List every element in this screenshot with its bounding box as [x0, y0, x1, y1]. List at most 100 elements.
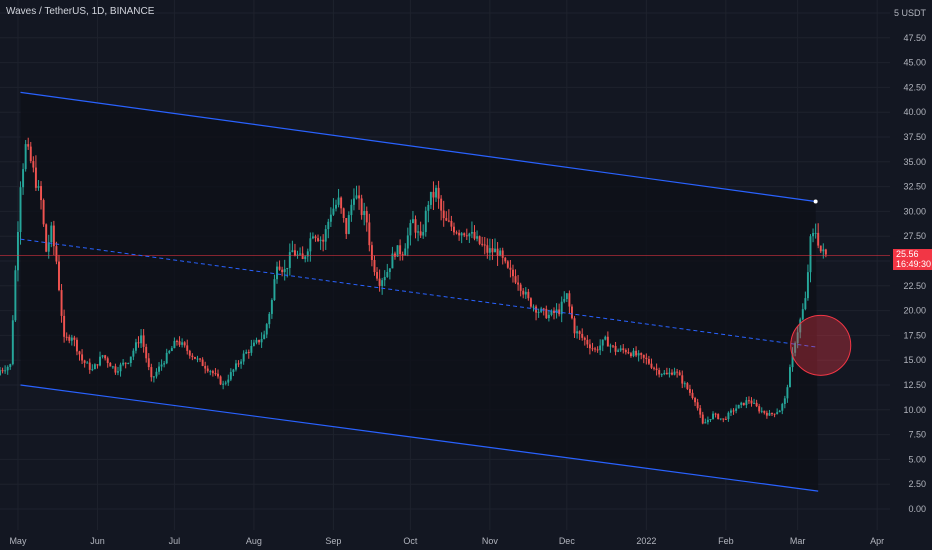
candle [511, 264, 514, 283]
candle [99, 351, 102, 367]
candle [109, 362, 112, 367]
candle [117, 366, 119, 376]
x-tick-label: May [9, 536, 27, 546]
candle [614, 341, 617, 356]
candle [345, 217, 348, 240]
candle [719, 418, 722, 421]
candle [453, 222, 455, 236]
candle [555, 303, 558, 319]
candle-body [424, 210, 427, 233]
candle [735, 404, 738, 414]
candle [563, 291, 566, 304]
candle-body [696, 402, 699, 409]
candle [414, 215, 417, 239]
candle [704, 418, 707, 424]
candle [181, 338, 184, 348]
candle [352, 188, 355, 211]
candle [91, 364, 94, 372]
candle-body [750, 400, 753, 404]
candle-body [719, 418, 722, 420]
candle-body [640, 353, 643, 355]
candle-body [273, 279, 276, 301]
candle [55, 241, 58, 265]
candle-body [345, 217, 348, 234]
candle [724, 416, 727, 420]
candle-body [494, 248, 496, 253]
candle-body [86, 362, 89, 364]
candle-body [109, 362, 112, 367]
price-axis[interactable]: 5 USDT 47.50 45.00 42.50 40.00 37.50 35.00 32.5… [894, 8, 927, 514]
candle-body [19, 187, 22, 233]
candle-body [642, 354, 645, 358]
candle-body [663, 372, 666, 375]
candle-body [332, 208, 335, 215]
candle [381, 277, 384, 295]
candle-body [227, 379, 230, 383]
candle-body [617, 350, 620, 352]
candle [386, 263, 389, 278]
y-tick-label: 7.50 [908, 430, 926, 440]
candle [383, 270, 386, 287]
candle [373, 255, 376, 276]
candle [52, 220, 55, 256]
y-tick-label: 42.50 [903, 82, 926, 92]
candle [40, 181, 43, 210]
candle [265, 322, 268, 339]
candle [722, 418, 725, 423]
time-axis[interactable]: May Jun Jul Aug Sep Oct Nov Dec 2022 Feb Mar Apr [9, 536, 884, 546]
candle [647, 355, 650, 365]
candle-body [824, 249, 827, 255]
candle-body [252, 342, 255, 346]
candle-body [58, 261, 60, 291]
candle [776, 408, 779, 415]
candle-body [352, 198, 355, 205]
candle-body [396, 245, 399, 257]
candle-body [668, 372, 671, 375]
candle [142, 329, 145, 353]
candle [78, 350, 81, 361]
x-tick-label: Nov [482, 536, 499, 546]
candle [204, 361, 207, 374]
candle [676, 368, 679, 378]
candle-body [165, 352, 168, 364]
candle [175, 339, 178, 346]
candle-body [637, 353, 640, 356]
candle-body [740, 402, 743, 405]
candle [681, 370, 684, 389]
candle [688, 384, 691, 396]
candle-body [170, 348, 173, 352]
candle-body [6, 366, 9, 371]
candle [509, 259, 512, 278]
candle [245, 349, 248, 355]
candle [119, 362, 122, 377]
candle [547, 309, 550, 322]
candle-body [75, 339, 78, 352]
candle [147, 353, 150, 371]
candle [355, 185, 358, 200]
candle [788, 364, 791, 388]
highlight-circle [790, 314, 852, 376]
candle [424, 206, 427, 237]
candle [532, 304, 535, 312]
candle [93, 363, 96, 370]
candle-body [327, 221, 330, 230]
y-tick-label: 20.00 [903, 306, 926, 316]
candle-body [463, 233, 466, 236]
candle-body [563, 299, 566, 302]
candle-body [347, 215, 350, 234]
last-price-badge: 25.56 16:49:30 [893, 249, 932, 270]
candle [463, 232, 466, 238]
candle [773, 413, 776, 418]
candle-body [573, 318, 576, 334]
candle [217, 369, 219, 379]
y-tick-label: 12.50 [903, 380, 926, 390]
candle [304, 255, 307, 263]
y-tick-label: 10.00 [903, 405, 926, 415]
candle-body [229, 372, 232, 380]
candle [75, 337, 78, 356]
candle-body [337, 197, 340, 205]
candle [727, 411, 730, 422]
candle-body [576, 331, 579, 334]
channel-anchor-point [813, 199, 818, 204]
